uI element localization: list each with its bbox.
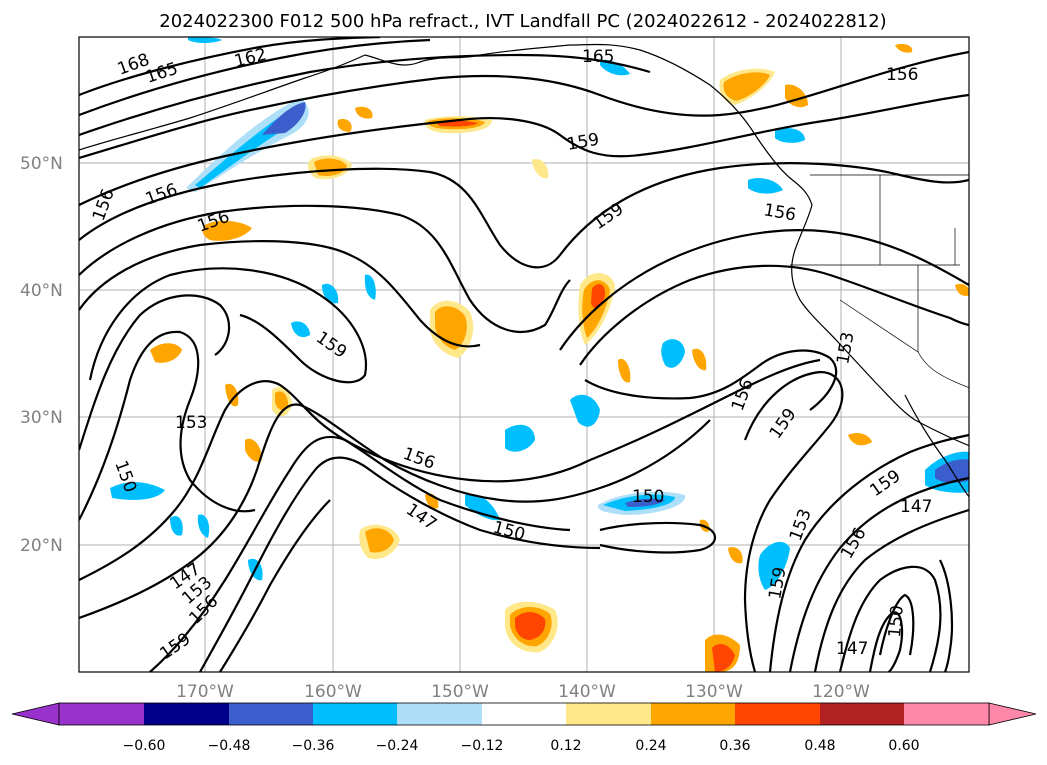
colorbar-tick-labels: −0.60 −0.48 −0.36 −0.24 −0.12 0.12 0.24 … bbox=[123, 738, 920, 754]
longitude-labels: 170°W 160°W 150°W 140°W 130°W 120°W bbox=[176, 682, 870, 702]
colorbar-tick-label: −0.36 bbox=[292, 738, 335, 754]
colorbar-tick-label: −0.60 bbox=[123, 738, 166, 754]
lon-label: 160°W bbox=[304, 682, 362, 702]
lat-label: 30°N bbox=[20, 408, 63, 428]
contour-label: 147 bbox=[900, 497, 932, 517]
lon-label: 140°W bbox=[558, 682, 616, 702]
latitude-labels: 50°N 40°N 30°N 20°N bbox=[20, 154, 63, 556]
colorbar-tick-label: −0.12 bbox=[461, 738, 504, 754]
lon-label: 170°W bbox=[176, 682, 234, 702]
colorbar-tick-label: 0.24 bbox=[635, 738, 666, 754]
colorbar-segment bbox=[144, 703, 229, 725]
colorbar-tick-label: 0.36 bbox=[719, 738, 750, 754]
colorbar-tick-label: −0.48 bbox=[208, 738, 251, 754]
map-plot-area: 168 165 162 165 156 159 156 156 156 159 … bbox=[79, 37, 969, 672]
colorbar-tick-label: 0.60 bbox=[888, 738, 919, 754]
colorbar-segment bbox=[482, 703, 566, 725]
refractivity-anomaly-shading bbox=[110, 37, 969, 672]
lat-label: 50°N bbox=[20, 154, 63, 174]
contour-label: 150 bbox=[632, 487, 664, 507]
contour-label: 147 bbox=[836, 639, 868, 659]
lon-label: 150°W bbox=[431, 682, 489, 702]
lat-label: 20°N bbox=[20, 536, 63, 556]
map-title: 2024022300 F012 500 hPa refract., IVT La… bbox=[159, 11, 886, 32]
colorbar-max-extension bbox=[988, 702, 1037, 726]
colorbar-min-extension bbox=[11, 702, 60, 726]
colorbar-tick-label: 0.12 bbox=[550, 738, 581, 754]
colorbar-segment bbox=[313, 703, 397, 725]
map-frame bbox=[78, 36, 970, 673]
colorbar-segment bbox=[820, 703, 904, 725]
lon-label: 120°W bbox=[812, 682, 870, 702]
colorbar-tick-label: −0.24 bbox=[376, 738, 419, 754]
lon-label: 130°W bbox=[685, 682, 743, 702]
colorbar-segment bbox=[735, 703, 820, 725]
colorbar-tick-label: 0.48 bbox=[804, 738, 835, 754]
colorbar-segment bbox=[397, 703, 482, 725]
lat-label: 40°N bbox=[20, 281, 63, 301]
contour-label: 156 bbox=[886, 65, 918, 85]
colorbar-segment bbox=[904, 703, 989, 725]
colorbar: −0.60 −0.48 −0.36 −0.24 −0.12 0.12 0.24 … bbox=[11, 702, 1037, 754]
contour-label: 153 bbox=[175, 413, 207, 433]
contour-label: 165 bbox=[582, 47, 614, 67]
coastlines bbox=[79, 43, 969, 498]
colorbar-segment bbox=[59, 703, 144, 725]
colorbar-segment bbox=[651, 703, 735, 725]
colorbar-segment bbox=[229, 703, 313, 725]
colorbar-segment bbox=[566, 703, 651, 725]
height-contours bbox=[79, 37, 969, 672]
contour-label: 150 bbox=[885, 604, 908, 638]
